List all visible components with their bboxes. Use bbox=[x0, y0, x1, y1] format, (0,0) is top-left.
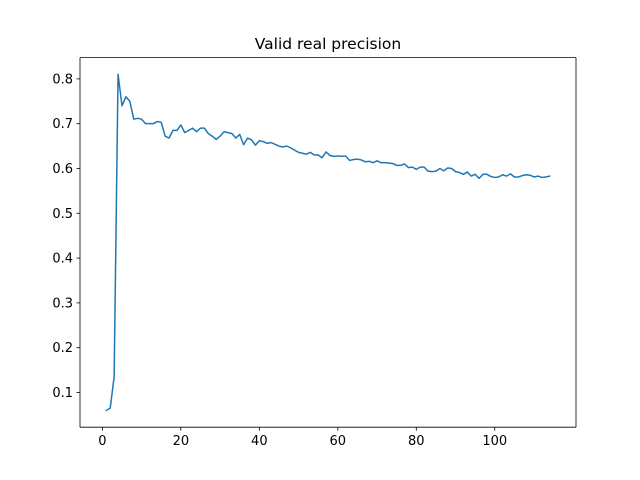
x-tick-label: 80 bbox=[408, 434, 425, 449]
x-tick-label: 60 bbox=[330, 434, 347, 449]
x-tick-label: 40 bbox=[251, 434, 268, 449]
y-tick-label: 0.6 bbox=[52, 162, 73, 177]
y-tick-label: 0.5 bbox=[52, 207, 73, 222]
series-line bbox=[105, 73, 551, 412]
x-tick-label: 100 bbox=[482, 434, 507, 449]
y-tick-label: 0.3 bbox=[52, 296, 73, 311]
y-tick-label: 0.2 bbox=[52, 341, 73, 356]
y-tick-label: 0.4 bbox=[52, 252, 73, 267]
y-tick-label: 0.7 bbox=[52, 117, 73, 132]
plot-frame bbox=[79, 57, 577, 428]
y-tick-label: 0.1 bbox=[52, 386, 73, 401]
y-axis-ticks: 0.1 0.2 0.3 0.4 0.5 0.6 0.7 0.8 bbox=[52, 72, 80, 401]
y-tick-label: 0.8 bbox=[52, 72, 73, 87]
x-tick-label: 20 bbox=[173, 434, 190, 449]
series-group bbox=[105, 73, 551, 412]
chart-title: Valid real precision bbox=[255, 35, 402, 53]
plot-area bbox=[80, 57, 576, 428]
x-axis-ticks: 0 20 40 60 80 100 bbox=[98, 427, 507, 449]
x-tick-label: 0 bbox=[98, 434, 106, 449]
